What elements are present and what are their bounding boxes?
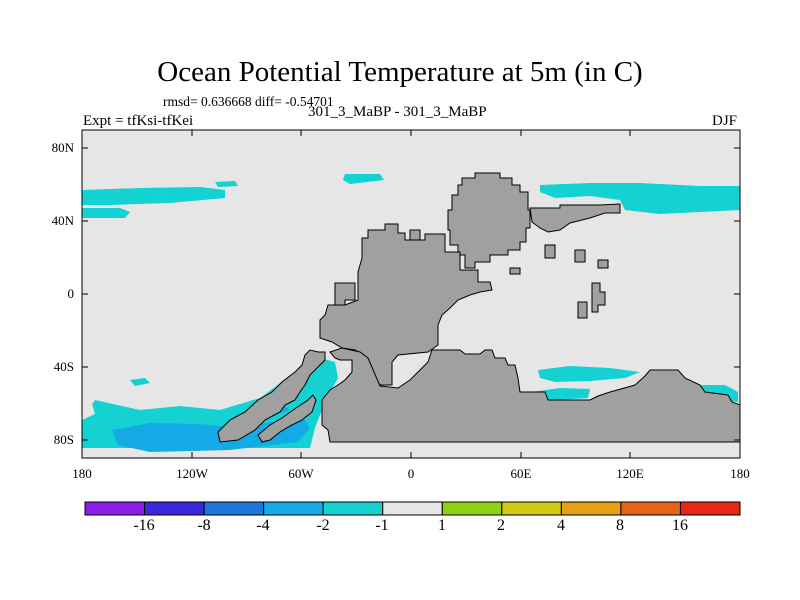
land-mass [217,349,326,443]
colorbar-box [441,501,503,516]
colorbar-label: -1 [375,517,389,534]
map-title: Ocean Potential Temperature at 5m (in C) [157,56,643,88]
colorbar-label: -2 [316,517,330,534]
land-mass [319,223,493,386]
land-mass [509,267,521,275]
colorbar-label: 2 [497,517,505,534]
anomaly-patch [540,183,740,214]
land-mass [597,259,609,269]
lon-label-60w: 60W [288,466,314,481]
colorbar-box [84,501,146,516]
lat-label-40n: 40N [51,213,74,228]
lon-label-180e: 180 [730,466,750,481]
colorbar-label: 4 [557,517,565,534]
land-mass [447,172,531,269]
land-mass [257,394,317,443]
colorbar-box [620,501,681,516]
land-mass [321,347,741,443]
lon-label-120e: 120E [616,466,644,481]
colorbar-box [263,501,324,516]
colorbar [84,501,741,516]
anomaly-patch [130,378,150,386]
colorbar-label: 8 [616,517,624,534]
colorbar-box [144,501,205,516]
subtitle-left: Expt = tfKsi-tfKei [83,113,194,129]
lat-label-80s: 80S [53,432,74,447]
colorbar-label: 16 [672,517,688,534]
anomaly-patch [215,181,238,187]
colorbar-label: 1 [438,517,446,534]
lon-label-60e: 60E [510,466,532,481]
colorbar-label: -4 [256,517,270,534]
colorbar-label: -16 [133,517,155,534]
subtitle-right: DJF [712,113,738,129]
land-layer [217,172,741,443]
anomaly-patch [343,174,384,184]
land-mass [529,203,621,233]
colorbar-label: -8 [197,517,211,534]
stats-line: rmsd= 0.636668 diff= -0.54701 [163,94,334,109]
anomaly-patch [538,366,640,382]
anomaly-patch [82,187,225,205]
colorbar-box [560,501,622,516]
lon-label-180w: 180 [72,466,92,481]
axis-ticks [81,130,741,458]
colorbar-box [322,501,384,516]
colorbar-box [382,501,443,516]
lat-label-80n: 80N [51,140,74,155]
subtitle-center: 301_3_MaBP - 301_3_MaBP [308,104,487,120]
lon-label-0: 0 [407,466,415,481]
lat-label-40s: 40S [53,359,74,374]
colorbar-box [679,501,741,516]
land-mass [574,249,586,263]
lon-label-120w: 120W [176,466,208,481]
land-mass [577,301,588,319]
land-mass [591,282,606,313]
colorbar-box [501,501,562,516]
anomaly-patch [112,412,310,452]
anomaly-patch [82,208,130,218]
land-mass [544,244,556,259]
lat-label-0: 0 [67,286,75,301]
colorbar-box [203,501,265,516]
